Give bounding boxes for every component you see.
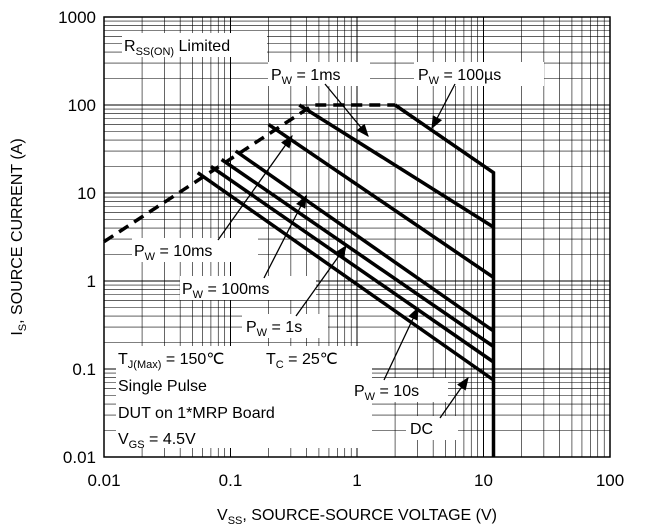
x-axis-label: VSS, SOURCE-SOURCE VOLTAGE (V) <box>217 507 497 527</box>
y-tick-label: 100 <box>68 96 96 115</box>
pw-1ms-label: PW = 1ms <box>271 67 341 87</box>
y-tick-label: 10 <box>77 184 96 203</box>
leader-pw1s <box>295 244 347 317</box>
series-pw-1s <box>220 158 495 348</box>
conditions-box <box>116 346 372 448</box>
leader-pw100ms <box>263 194 307 279</box>
leader-pw1ms <box>324 83 369 138</box>
pw10ms-label-box <box>132 238 258 262</box>
leader-pw10s <box>383 306 419 381</box>
tc-label: TC = 25℃ <box>266 351 338 371</box>
y-tick-label: 0.01 <box>63 448 96 467</box>
series-pw-10ms <box>267 123 495 279</box>
pw-1s-label: PW = 1s <box>246 319 302 339</box>
pw1ms-label-box <box>268 62 370 86</box>
pw100us-label-box <box>414 62 544 86</box>
x-tick-label: 10 <box>474 471 493 490</box>
x-tick-labels: 0.01 0.1 1 10 100 <box>87 471 624 490</box>
pw100ms-label-box <box>180 276 316 300</box>
series-pw-1ms <box>298 103 495 229</box>
pw1s-label-box <box>242 314 328 338</box>
y-tick-label: 1000 <box>58 8 96 27</box>
series-pw-100ms <box>234 149 495 333</box>
x-tick-label: 0.01 <box>87 471 120 490</box>
y-tick-label: 0.1 <box>72 360 96 379</box>
y-axis-label: IS, SOURCE CURRENT (A) <box>9 138 29 335</box>
leader-dc <box>439 376 469 419</box>
series-pw-100us <box>394 103 496 457</box>
dut-label: DUT on 1*MRP Board <box>118 405 275 422</box>
pw10s-label-box <box>350 378 448 402</box>
pw-10s-label: PW = 10s <box>354 383 419 403</box>
rds-limited-label: RSS(ON) Limited <box>124 38 230 58</box>
dc-label-box <box>406 416 458 440</box>
y-tick-labels: 1000 100 10 1 0.1 0.01 <box>58 8 96 467</box>
pw-100us-label: PW = 100µs <box>418 67 501 87</box>
series-layer <box>103 103 496 457</box>
y-tick-label: 1 <box>87 272 96 291</box>
dc-label: DC <box>410 421 433 438</box>
pw-10ms-label: PW = 10ms <box>134 243 212 263</box>
plot-frame <box>103 16 611 458</box>
series-pw-10s <box>209 165 495 364</box>
tj-label: TJ(Max) = 150℃ <box>118 351 224 371</box>
x-tick-label: 0.1 <box>219 471 243 490</box>
single-pulse-label: Single Pulse <box>118 378 207 395</box>
leader-pw100us <box>431 83 456 130</box>
x-tick-label: 100 <box>596 471 624 490</box>
x-tick-label: 1 <box>352 471 361 490</box>
rds-label-box <box>122 33 267 57</box>
pw-100ms-label: PW = 100ms <box>182 281 269 301</box>
leader-lines <box>217 83 469 419</box>
leader-pw10ms <box>217 134 293 241</box>
series-dc <box>196 171 495 382</box>
vgs-label: VGS = 4.5V <box>118 431 196 451</box>
